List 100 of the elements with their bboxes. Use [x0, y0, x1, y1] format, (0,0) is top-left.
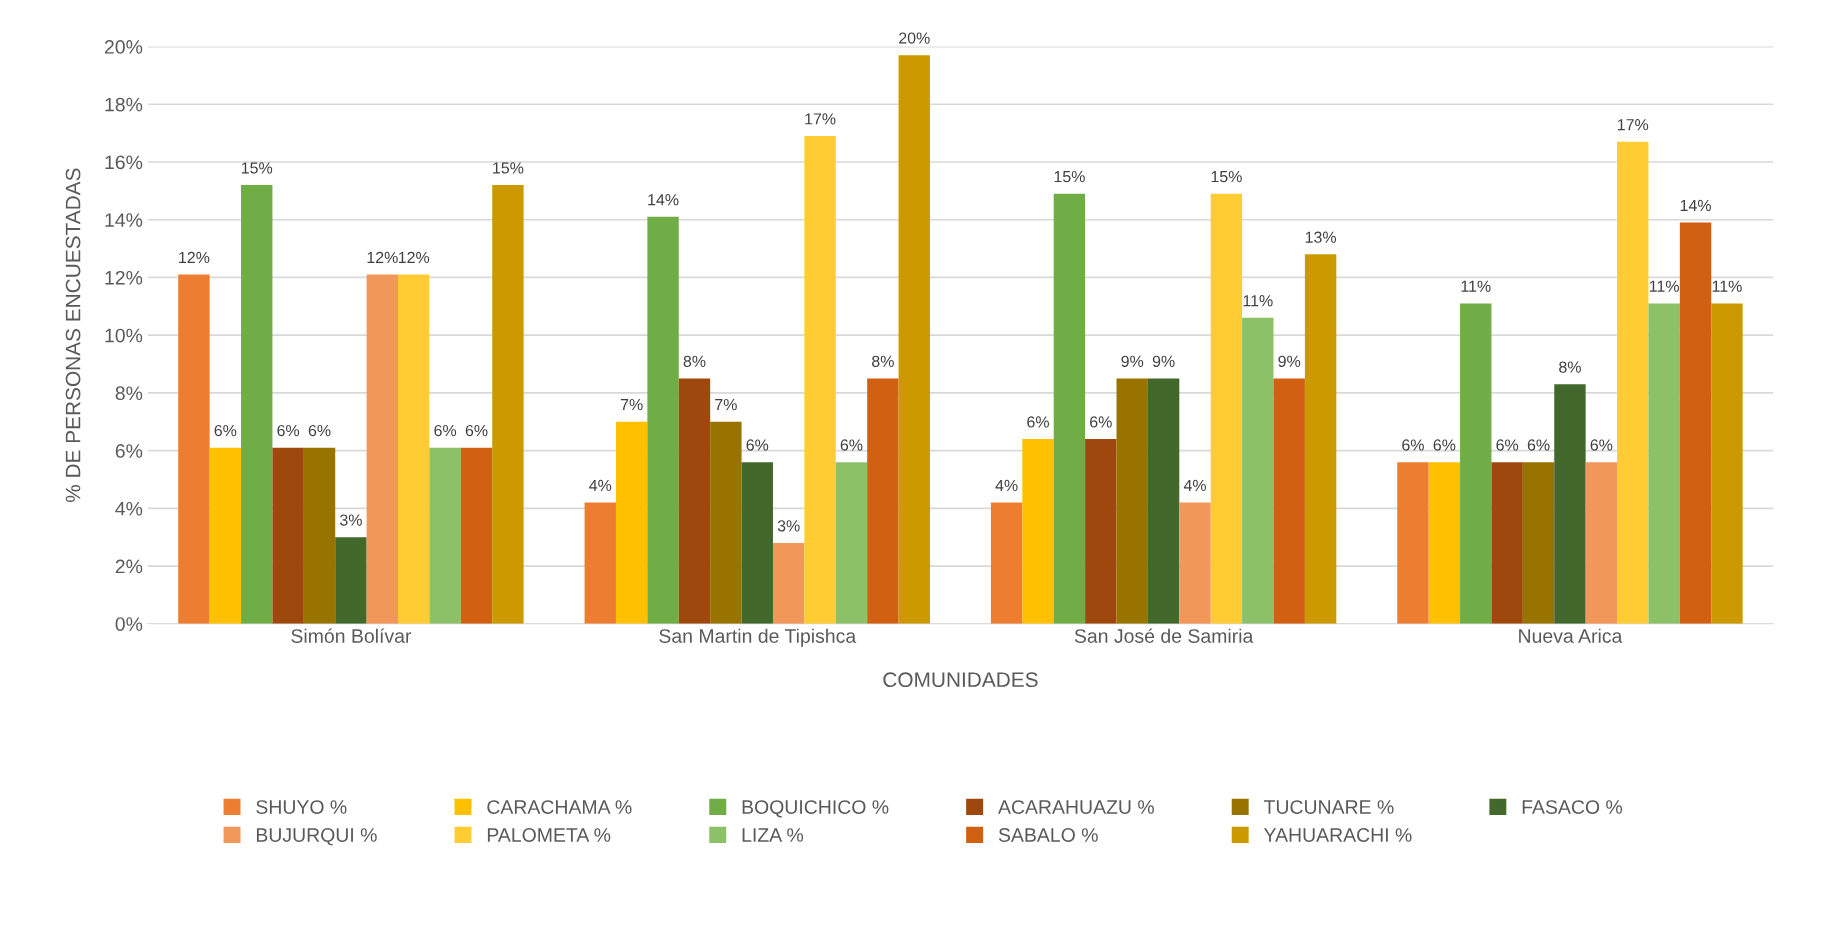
bar — [1085, 439, 1117, 624]
legend-label: PALOMETA % — [487, 828, 611, 842]
data-label: 9% — [1121, 355, 1144, 367]
data-label: 11% — [1243, 295, 1273, 307]
bar — [241, 185, 273, 624]
data-label: 12% — [179, 251, 210, 263]
legend-label: SHUYO % — [256, 800, 347, 814]
y-tick-label: 4% — [115, 501, 143, 516]
data-label: 9% — [1152, 355, 1175, 367]
data-label: 14% — [648, 194, 679, 206]
data-label: 6% — [308, 424, 331, 437]
bar — [1304, 254, 1337, 624]
bar — [1648, 303, 1680, 624]
data-label: 7% — [620, 399, 643, 411]
data-label: 17% — [805, 113, 836, 125]
data-label: 15% — [493, 162, 524, 174]
bar — [647, 216, 679, 624]
bar — [429, 447, 461, 624]
legend-label: CARACHAMA % — [487, 800, 632, 814]
data-label: 15% — [241, 162, 273, 174]
bar — [867, 378, 899, 624]
bar — [678, 378, 711, 624]
data-label: 11% — [1712, 280, 1742, 292]
bar — [1116, 378, 1148, 624]
bar — [398, 274, 430, 624]
bar — [1711, 303, 1743, 624]
data-label: 4% — [1183, 479, 1206, 491]
y-tick-label: 18% — [105, 97, 143, 112]
bar — [835, 462, 868, 624]
bar — [303, 447, 336, 624]
data-label: 6% — [1027, 416, 1049, 428]
bar — [1397, 462, 1429, 624]
bar — [1210, 193, 1243, 624]
bar — [178, 274, 210, 624]
data-label: 3% — [777, 520, 800, 532]
bar — [990, 502, 1023, 624]
data-label: 15% — [1211, 171, 1242, 183]
data-label: 6% — [1433, 439, 1456, 451]
data-label: 6% — [1590, 439, 1613, 451]
data-label: 11% — [1461, 280, 1491, 292]
legend-label: BOQUICHICO % — [742, 800, 889, 818]
data-label: 6% — [840, 439, 863, 451]
bar — [1242, 317, 1274, 624]
bar — [772, 542, 805, 624]
bar — [804, 136, 836, 624]
bar — [335, 537, 367, 624]
bar — [1179, 502, 1211, 624]
data-label: 3% — [340, 514, 362, 526]
data-label: 6% — [746, 439, 769, 451]
data-label: 14% — [1680, 199, 1711, 212]
bar — [1022, 439, 1054, 624]
bar — [1522, 462, 1555, 624]
data-label: 4% — [995, 479, 1018, 491]
x-tick-label: San Martin de Tipishca — [659, 628, 857, 647]
y-tick-label: 14% — [105, 213, 143, 227]
bar — [209, 447, 242, 624]
data-label: 6% — [1527, 439, 1550, 451]
y-tick-label: 6% — [115, 444, 143, 458]
data-label: 13% — [1305, 231, 1337, 243]
legend-label: SABALO % — [998, 828, 1098, 842]
bar — [741, 462, 773, 624]
bar — [272, 447, 304, 624]
data-label: 6% — [277, 424, 300, 437]
y-tick-label: 2% — [115, 559, 143, 574]
bar — [460, 447, 493, 624]
data-label: 12% — [398, 251, 430, 263]
data-label: 15% — [1054, 171, 1085, 183]
x-tick-label: Simón Bolívar — [291, 628, 412, 643]
legend-label: YAHUARACHI % — [1263, 828, 1412, 842]
x-axis-title: COMUNIDADES — [883, 672, 1038, 688]
data-label: 12% — [367, 251, 398, 263]
data-label: 20% — [899, 32, 930, 44]
legend-label: TUCUNARE % — [1263, 800, 1394, 814]
bar — [1460, 303, 1492, 624]
data-label: 17% — [1617, 119, 1649, 131]
bar — [1585, 462, 1618, 624]
bar — [1491, 462, 1523, 624]
bar — [1053, 193, 1086, 624]
x-tick-label: Nueva Arica — [1519, 628, 1623, 643]
bar — [1554, 384, 1586, 624]
data-label: 6% — [465, 424, 488, 437]
bar — [492, 185, 524, 624]
bar — [898, 55, 930, 624]
bar — [1679, 222, 1712, 624]
data-label: 6% — [214, 424, 237, 437]
data-label: 4% — [589, 479, 612, 491]
y-tick-label: 0% — [115, 617, 143, 632]
y-tick-label: 10% — [105, 328, 143, 343]
data-label: 8% — [683, 355, 706, 367]
data-label: 6% — [434, 424, 457, 437]
bar — [366, 274, 399, 624]
y-tick-label: 12% — [105, 270, 143, 285]
bar — [1147, 378, 1180, 624]
y-tick-label: 8% — [115, 386, 143, 401]
bar — [584, 502, 616, 624]
legend-label: LIZA % — [742, 828, 804, 842]
data-label: 8% — [1559, 361, 1581, 373]
data-label: 6% — [1090, 416, 1112, 428]
bar — [710, 421, 742, 624]
data-label: 11% — [1649, 280, 1679, 292]
